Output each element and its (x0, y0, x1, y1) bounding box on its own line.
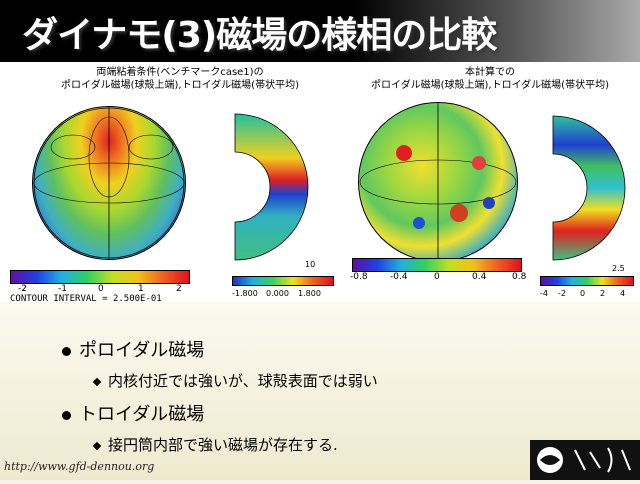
bullet-poloidal: ポロイダル磁場 (62, 336, 204, 362)
bullet-dot-icon (62, 346, 71, 356)
right-toroidal-halfdisk (552, 115, 626, 261)
bullet-label: ポロイダル磁場 (79, 340, 205, 361)
left-cbar-tick: -1 (58, 284, 67, 294)
right-colorbar (352, 258, 522, 272)
sub-bullet-text: 接円筒内部で強い磁場が存在する. (108, 436, 338, 454)
right-scale-label: 2.5 (612, 264, 625, 273)
right-tcbar-tick: -2 (558, 289, 566, 298)
left-tcbar-tick: 0.000 (266, 289, 289, 298)
left-caption-line2: ポロイダル磁場(球殻上端),トロイダル磁場(帯状平均) (61, 80, 299, 91)
right-tcbar-tick: -4 (540, 289, 548, 298)
right-tcbar-tick: 4 (620, 289, 626, 298)
bullet-label: トロイダル磁場 (79, 404, 205, 425)
sub-bullet-text: 内核付近では強いが、球殻表面では弱い (108, 372, 378, 390)
right-cbar-tick: 0.8 (512, 272, 527, 282)
left-tcbar-tick: -1.800 (232, 289, 258, 298)
left-globe-contours (33, 107, 185, 259)
right-cbar-tick: -0.8 (350, 272, 368, 282)
right-globe-contours (359, 103, 517, 261)
right-tcbar-tick: 0 (580, 289, 586, 298)
dennou-logo (530, 440, 640, 480)
left-scale-label: 10 (305, 260, 316, 269)
contour-interval: CONTOUR INTERVAL = 2.500E-01 (10, 294, 162, 304)
left-cbar-tick: 2 (176, 284, 182, 294)
figure-area: 両端粘着条件(ベンチマークcase1)の ポロイダル磁場(球殻上端),トロイダル… (0, 62, 640, 304)
sub-bullet-toroidal: 接円筒内部で強い磁場が存在する. (92, 434, 338, 455)
sub-bullet-poloidal: 内核付近では強いが、球殻表面では弱い (92, 370, 378, 391)
footer-url: http://www.gfd-dennou.org (4, 460, 155, 473)
left-toroidal-colorbar (232, 276, 334, 286)
right-caption-line2: ポロイダル磁場(球殻上端),トロイダル磁場(帯状平均) (371, 80, 609, 91)
right-tcbar-tick: 2 (600, 289, 606, 298)
logo-emblem-icon (537, 447, 631, 473)
left-cbar-tick: 0 (98, 284, 104, 294)
right-poloidal-globe (358, 102, 518, 262)
left-cbar-tick: 1 (138, 284, 144, 294)
left-tcbar-tick: 1.800 (298, 289, 321, 298)
right-toroidal-colorbar (540, 276, 634, 286)
right-cbar-tick: -0.4 (390, 272, 408, 282)
left-cbar-tick: -2 (18, 284, 27, 294)
bullet-dot-icon (62, 410, 71, 420)
slide-title: ダイナモ(3)磁場の様相の比較 (22, 15, 497, 56)
right-caption-line1: 本計算での (465, 67, 515, 78)
left-colorbar (10, 270, 190, 284)
left-caption: 両端粘着条件(ベンチマークcase1)の ポロイダル磁場(球殻上端),トロイダル… (40, 66, 320, 92)
diamond-icon (92, 441, 102, 450)
bullet-panel: ポロイダル磁場 内核付近では強いが、球殻表面では弱い トロイダル磁場 接円筒内部… (0, 302, 640, 480)
left-toroidal-halfdisk (234, 113, 309, 261)
title-bar: ダイナモ(3)磁場の様相の比較 (0, 0, 640, 62)
bullet-toroidal: トロイダル磁場 (62, 400, 204, 426)
left-caption-line1: 両端粘着条件(ベンチマークcase1)の (96, 67, 264, 78)
left-poloidal-globe (32, 106, 186, 260)
right-caption: 本計算での ポロイダル磁場(球殻上端),トロイダル磁場(帯状平均) (350, 66, 630, 92)
right-cbar-tick: 0 (434, 272, 440, 282)
right-cbar-tick: 0.4 (472, 272, 487, 282)
diamond-icon (92, 377, 102, 386)
